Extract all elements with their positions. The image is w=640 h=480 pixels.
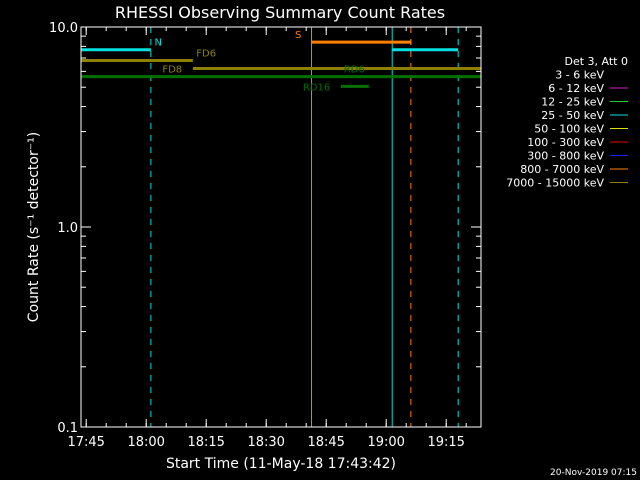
legend-label-2: 12 - 25 keV [541, 96, 604, 109]
legend-label-7: 800 - 7000 keV [520, 163, 604, 176]
y-tick-label-0: 0.1 [57, 421, 78, 436]
y-tick-label-1: 1.0 [57, 221, 78, 236]
flag-label-fd8: FD8 [162, 65, 182, 76]
x-tick-label-1: 18:00 [127, 435, 164, 450]
legend-label-5: 100 - 300 keV [527, 136, 604, 149]
legend-label-0: 3 - 6 keV [555, 69, 604, 82]
y-tick-label-2: 10.0 [49, 21, 78, 36]
legend-label-8: 7000 - 15000 keV [506, 177, 604, 190]
legend-label-6: 300 - 800 keV [527, 150, 604, 163]
flag-label-fd6: FD6 [196, 48, 216, 59]
flag-label-rd6: RD6 [344, 65, 365, 76]
legend-label-4: 50 - 100 keV [534, 123, 604, 136]
y-axis-label: Count Rate (s⁻¹ detector⁻¹) [26, 132, 42, 322]
chart-title: RHESSI Observing Summary Count Rates [115, 3, 445, 22]
x-tick-label-4: 18:45 [307, 435, 344, 450]
axes: 17:45 18:00 18:15 18:30 18:45 19:00 19:15 0.1 1.… [49, 21, 481, 450]
legend-label-3: 25 - 50 keV [541, 109, 604, 122]
x-tick-label-2: 18:15 [187, 435, 224, 450]
legend-label-1: 6 - 12 keV [548, 82, 604, 95]
legend-header: Det 3, Att 0 [565, 55, 629, 68]
footer-date: 20-Nov-2019 07:15 [550, 468, 637, 478]
x-tick-label-0: 17:45 [67, 435, 104, 450]
flag-label-rd16: RD16 [303, 82, 330, 93]
plot-area: N S FD6 FD8 RD6 RD16 [80, 27, 481, 427]
x-tick-label-5: 19:00 [367, 435, 404, 450]
x-tick-label-6: 19:15 [427, 435, 464, 450]
x-tick-label-3: 18:30 [247, 435, 284, 450]
x-axis-label: Start Time (11-May-18 17:43:42) [166, 456, 396, 472]
flag-label-n: N [154, 38, 161, 49]
flag-label-s: S [295, 30, 301, 41]
